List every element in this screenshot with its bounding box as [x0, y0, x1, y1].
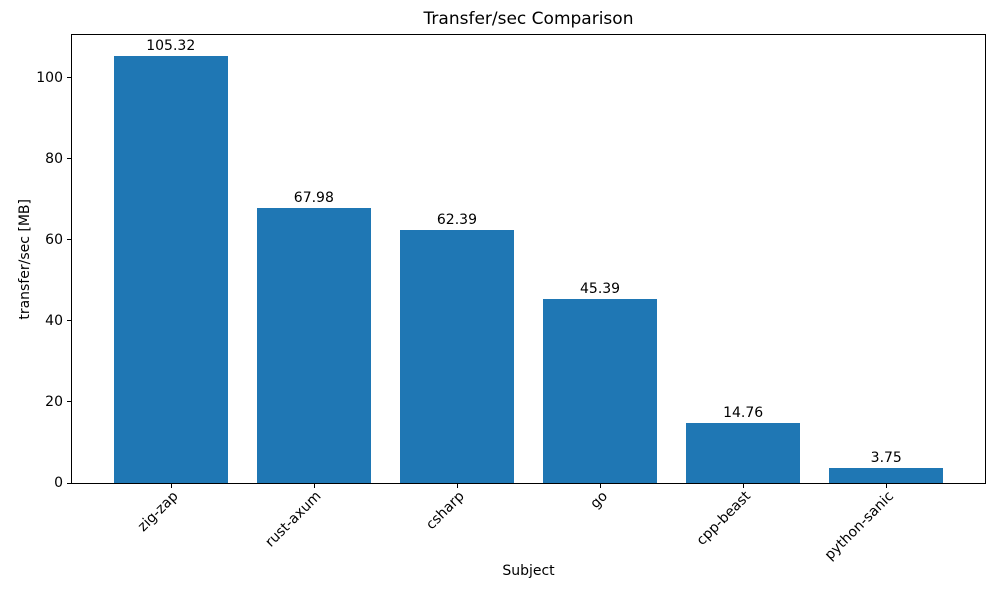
y-tick-label: 60 — [45, 231, 63, 248]
x-tick-mark — [600, 483, 602, 488]
y-tick-mark — [67, 320, 71, 322]
x-tick-mark — [170, 483, 172, 488]
bar-value-label: 62.39 — [436, 212, 477, 229]
x-axis-label: Subject — [502, 563, 555, 579]
x-tick-mark — [743, 483, 745, 488]
y-axis-label: transfer/sec [MB] — [17, 198, 33, 320]
y-tick-mark — [67, 77, 71, 79]
bar-rust-axum — [256, 207, 372, 483]
y-tick-label: 20 — [45, 393, 63, 410]
y-tick-label: 0 — [54, 475, 63, 491]
y-tick-mark — [67, 239, 71, 241]
bar-go — [542, 299, 658, 483]
bar-value-label: 67.98 — [293, 189, 334, 206]
y-axis-label-container: transfer/sec [MB] — [14, 35, 36, 483]
x-tick-label: go — [587, 488, 611, 512]
x-tick-mark — [456, 483, 458, 488]
y-tick-label: 80 — [45, 150, 63, 167]
x-tick-mark — [313, 483, 315, 488]
y-tick-label: 100 — [36, 69, 63, 86]
y-tick-mark — [67, 401, 71, 403]
y-tick-label: 40 — [45, 312, 63, 329]
x-tick-label: cpp-beast — [693, 488, 754, 549]
bar-value-label: 45.39 — [580, 281, 621, 298]
x-tick-label: zig-zap — [134, 488, 182, 535]
x-tick-mark — [886, 483, 888, 488]
y-tick-mark — [67, 482, 71, 484]
bar-python-sanic — [829, 467, 944, 483]
bar-value-label: 3.75 — [870, 449, 902, 466]
x-tick-label: python-sanic — [821, 488, 897, 564]
chart-title: Transfer/sec Comparison — [423, 9, 634, 29]
plot-area: 105.32 zig-zap 67.98 rust-axum 62.39 csharp 45… — [36, 34, 986, 564]
bar-value-label: 105.32 — [146, 38, 196, 55]
bar-cpp-beast — [685, 423, 801, 483]
bar-zig-zap — [113, 56, 228, 483]
y-tick-mark — [67, 158, 71, 160]
x-tick-label: rust-axum — [262, 488, 325, 551]
bar-csharp — [399, 230, 515, 483]
x-tick-label: csharp — [422, 488, 468, 533]
bar-value-label: 14.76 — [723, 405, 764, 422]
